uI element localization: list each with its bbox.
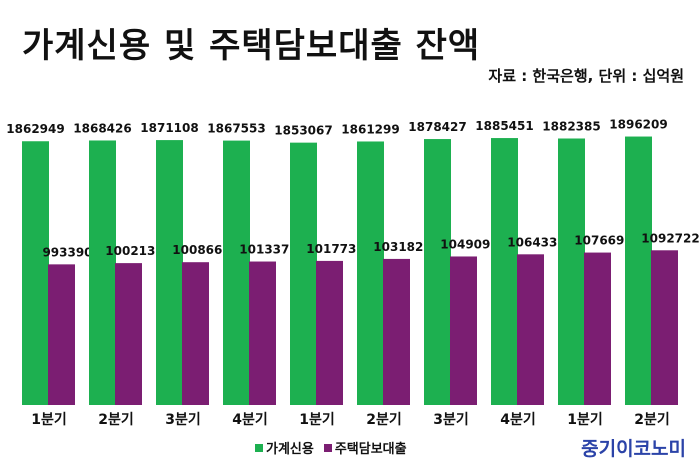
x-tick-label: 4분기 (500, 412, 536, 428)
x-tick-label: 1분기 (567, 412, 603, 428)
legend-label-mortgage: 주택담보대출 (334, 442, 407, 457)
data-label-mortgage: 1092722 (641, 231, 699, 245)
legend-swatch-mortgage (323, 443, 332, 452)
data-label-mortgage: 1017730 (306, 242, 364, 256)
data-label-mortgage: 1064339 (507, 235, 565, 249)
legend-label-household: 가계신용 (266, 442, 314, 457)
bar-household (424, 139, 451, 406)
bar-mortgage (48, 264, 75, 405)
bar-mortgage (249, 261, 276, 405)
data-label-household: 1885451 (475, 119, 533, 133)
data-label-mortgage: 1031829 (373, 240, 431, 254)
legend: 가계신용 주택담보대출 (255, 438, 407, 457)
bar-household (491, 138, 518, 406)
bar-household (22, 141, 49, 405)
x-tick-label: 1분기 (299, 412, 335, 428)
data-label-household: 1878427 (408, 120, 466, 134)
data-label-mortgage: 1008660 (172, 243, 230, 257)
data-label-household: 1867553 (207, 122, 265, 136)
bar-mortgage (182, 262, 209, 405)
bar-household (89, 140, 116, 405)
chart-title: 가계신용 및 주택담보대출 잔액 (22, 26, 481, 66)
data-label-household: 1896209 (609, 118, 667, 132)
data-label-household: 1868426 (73, 121, 131, 135)
bar-mortgage (584, 252, 611, 405)
brand-logo: 중기이코노미 (581, 438, 686, 460)
bar-household (357, 141, 384, 405)
bar-mortgage (450, 256, 477, 405)
x-tick-label: 1분기 (31, 412, 67, 428)
x-tick-label: 3분기 (433, 412, 469, 428)
data-label-household: 1882385 (542, 119, 600, 133)
x-tick-label: 2분기 (366, 412, 402, 428)
data-label-household: 1861299 (341, 122, 399, 136)
data-label-household: 1853067 (274, 124, 332, 138)
bar-mortgage (316, 260, 343, 405)
bar-household (290, 142, 317, 406)
legend-item-household: 가계신용 (255, 438, 314, 457)
data-label-mortgage: 1076697 (574, 234, 632, 248)
data-label-mortgage: 993390 (42, 245, 92, 259)
data-label-household: 1862949 (6, 122, 64, 136)
bar-mortgage (651, 250, 678, 405)
bar-household (223, 140, 250, 405)
bar-mortgage (115, 263, 142, 405)
x-tick-label: 4분기 (232, 412, 268, 428)
bar-mortgage (383, 258, 410, 405)
bar-mortgage (517, 254, 544, 405)
legend-swatch-household (255, 443, 263, 452)
bar-household (625, 136, 652, 405)
source-note: 자료 : 한국은행, 단위 : 십억원 (488, 67, 684, 85)
bar-household (156, 140, 183, 405)
data-label-mortgage: 1002133 (105, 244, 163, 258)
x-tick-label: 2분기 (98, 412, 134, 428)
legend-item-mortgage: 주택담보대출 (323, 438, 407, 457)
data-label-mortgage: 1049091 (440, 237, 498, 251)
x-tick-label: 2분기 (634, 412, 670, 428)
bar-household (558, 138, 585, 406)
x-tick-label: 3분기 (165, 412, 201, 428)
data-label-mortgage: 1013379 (239, 243, 297, 257)
data-label-household: 1871108 (140, 121, 198, 135)
